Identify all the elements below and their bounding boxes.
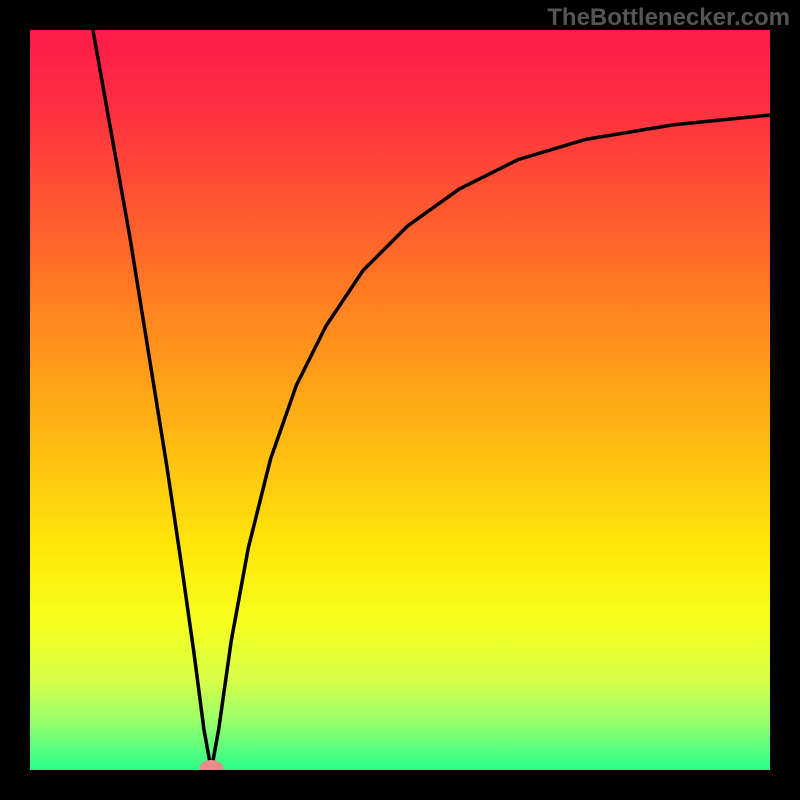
gradient-background [30,30,770,770]
plot-area [30,30,770,770]
plot-svg [30,30,770,770]
chart-container: TheBottlenecker.com [0,0,800,800]
watermark-text: TheBottlenecker.com [547,4,790,32]
